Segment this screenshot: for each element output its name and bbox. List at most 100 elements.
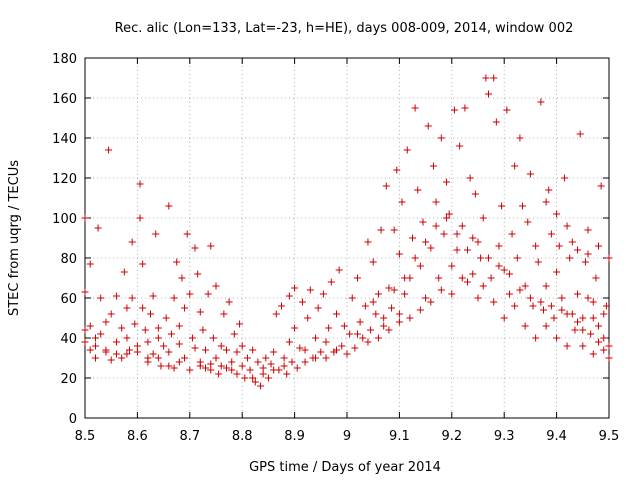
data-point — [154, 324, 162, 332]
data-point — [427, 244, 435, 252]
data-point — [382, 182, 390, 190]
data-point — [490, 298, 498, 306]
data-point — [466, 174, 474, 182]
data-point — [154, 354, 162, 362]
data-point — [186, 290, 194, 298]
data-point — [453, 230, 461, 238]
data-point — [605, 254, 613, 262]
data-point — [587, 330, 595, 338]
data-point — [464, 278, 472, 286]
data-point — [91, 342, 99, 350]
data-point — [301, 358, 309, 366]
data-point — [338, 342, 346, 350]
data-point — [422, 238, 430, 246]
data-point — [542, 198, 550, 206]
data-point — [537, 298, 545, 306]
data-point — [86, 346, 94, 354]
data-point — [97, 330, 105, 338]
data-point — [393, 166, 401, 174]
data-point — [207, 242, 215, 250]
data-point — [207, 360, 215, 368]
data-point — [105, 146, 113, 154]
data-point — [293, 364, 301, 372]
data-point — [272, 310, 280, 318]
data-point — [579, 326, 587, 334]
x-tick-label: 8.6 — [127, 429, 148, 444]
data-point — [432, 198, 440, 206]
data-point — [133, 342, 141, 350]
data-point — [202, 346, 210, 354]
data-point — [186, 366, 194, 374]
data-point — [81, 326, 89, 334]
data-point — [149, 350, 157, 358]
x-axis-label: GPS time / Days of year 2014 — [249, 460, 441, 475]
data-point — [401, 274, 409, 282]
x-tick-label: 9.1 — [389, 429, 410, 444]
data-point — [547, 302, 555, 310]
data-point — [584, 226, 592, 234]
data-point — [374, 290, 382, 298]
data-point — [112, 292, 120, 300]
data-point — [477, 254, 485, 262]
data-point — [243, 354, 251, 362]
data-point — [144, 354, 152, 362]
data-point — [574, 290, 582, 298]
data-point — [102, 346, 110, 354]
data-point — [498, 202, 506, 210]
data-point — [126, 346, 134, 354]
data-point — [343, 350, 351, 358]
data-point — [427, 298, 435, 306]
y-tick-label: 80 — [60, 252, 77, 267]
data-point — [128, 294, 136, 302]
data-point — [254, 358, 262, 366]
data-point — [314, 304, 322, 312]
data-point — [259, 370, 267, 378]
data-point — [361, 302, 369, 310]
data-point — [411, 104, 419, 112]
data-point — [165, 362, 173, 370]
y-axis-label: STEC from uqrg / TECUs — [7, 160, 22, 316]
data-point — [526, 170, 534, 178]
data-point — [471, 190, 479, 198]
data-point — [123, 304, 131, 312]
data-point — [173, 258, 181, 266]
data-point — [319, 290, 327, 298]
data-point — [560, 174, 568, 182]
data-point — [86, 260, 94, 268]
data-point — [545, 186, 553, 194]
data-point — [589, 350, 597, 358]
data-point — [149, 292, 157, 300]
data-point — [81, 338, 89, 346]
data-point — [136, 180, 144, 188]
data-point — [600, 334, 608, 342]
data-point — [152, 230, 160, 238]
data-point — [369, 258, 377, 266]
data-point — [333, 346, 341, 354]
data-point — [267, 360, 275, 368]
x-tick-labels: 8.5 8.6 8.7 8.8 8.9 9 9.1 9.2 9.3 9.4 9.5 — [75, 429, 620, 444]
data-point — [445, 210, 453, 218]
data-point — [196, 308, 204, 316]
data-point — [162, 314, 170, 322]
data-point — [312, 354, 320, 362]
data-point — [154, 334, 162, 342]
data-point — [175, 322, 183, 330]
data-point — [298, 298, 306, 306]
data-point — [346, 330, 354, 338]
data-point — [605, 354, 613, 362]
data-point — [204, 290, 212, 298]
data-point — [228, 358, 236, 366]
data-point — [118, 324, 126, 332]
data-point — [118, 354, 126, 362]
data-point — [511, 162, 519, 170]
data-point — [222, 346, 230, 354]
data-point — [278, 302, 285, 310]
data-point — [372, 310, 380, 318]
data-point — [550, 314, 558, 322]
data-point — [395, 318, 403, 326]
data-point — [511, 302, 519, 310]
data-point — [406, 314, 414, 322]
data-point — [304, 314, 312, 322]
data-point — [600, 310, 608, 318]
data-point — [81, 288, 89, 296]
